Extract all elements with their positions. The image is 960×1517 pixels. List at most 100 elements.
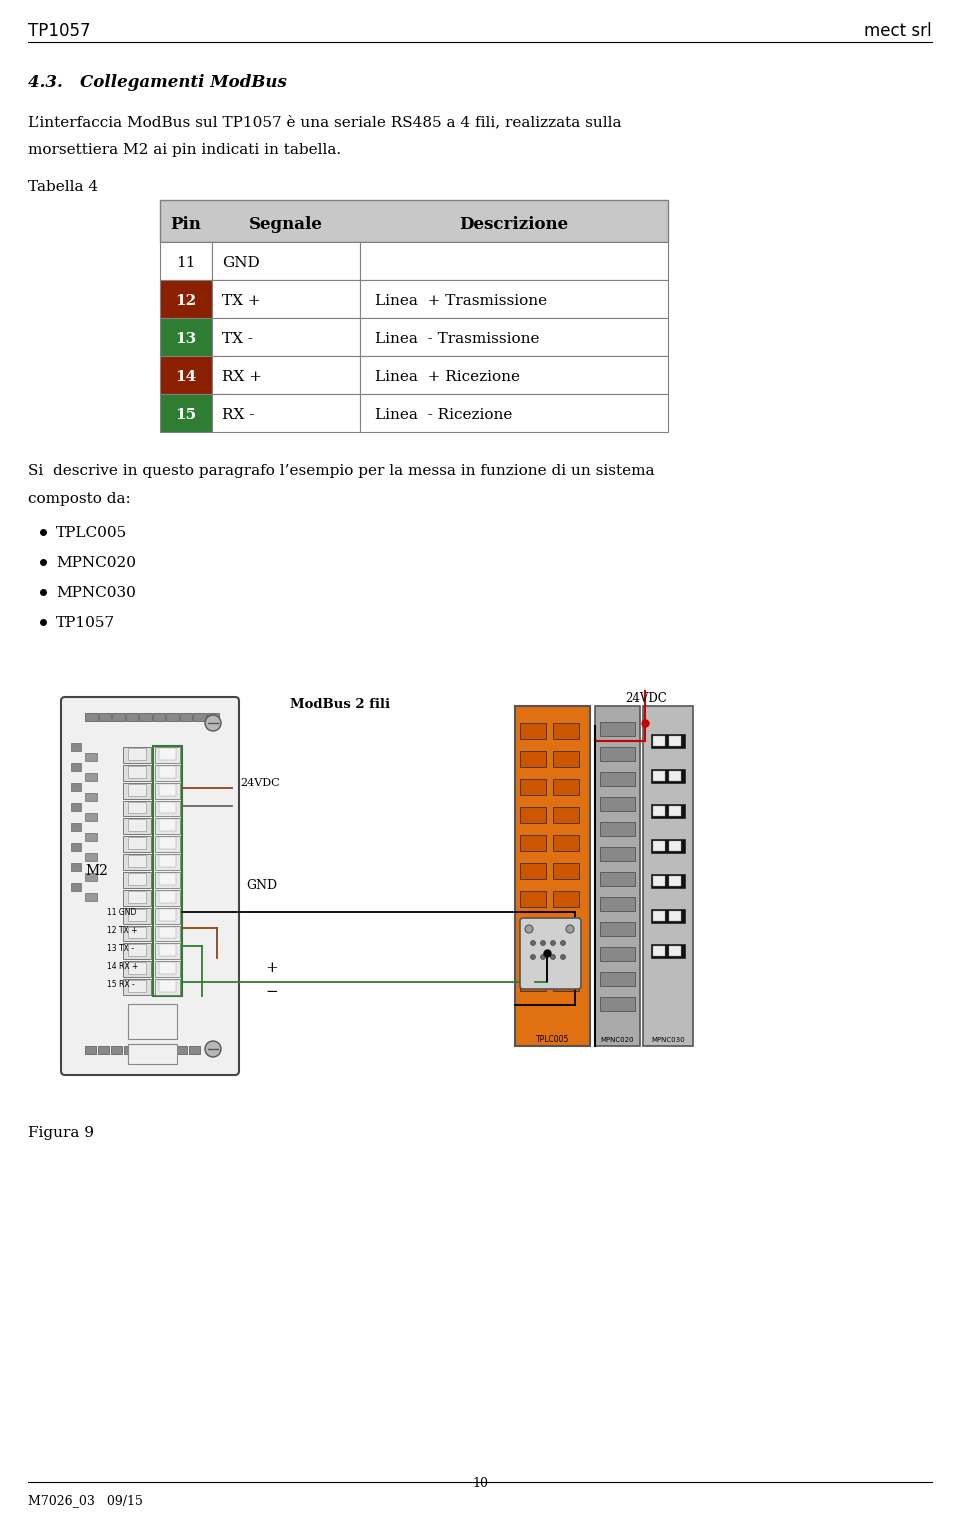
Bar [155,962,180,977]
Bar [71,743,81,751]
Bar [128,748,146,760]
Bar [553,890,579,907]
Bar [669,875,681,886]
Bar [653,947,665,956]
Bar [71,783,81,790]
Bar [124,1047,135,1054]
Text: MPNC030: MPNC030 [56,586,136,601]
Bar [669,912,681,921]
Bar [123,962,151,977]
Bar [71,824,81,831]
Bar [159,784,176,795]
Bar [128,856,146,868]
Bar [553,919,579,934]
Bar [123,783,151,798]
Bar [123,872,151,887]
Bar [160,200,668,243]
Text: 14 RX +: 14 RX + [107,962,138,971]
Text: MPNC030: MPNC030 [651,1038,684,1044]
Bar [123,907,151,924]
Bar [600,796,635,812]
Bar [520,863,546,878]
Bar [85,752,97,762]
Bar [553,863,579,878]
Bar [153,713,165,721]
Bar [553,751,579,768]
Bar [193,713,205,721]
Bar [180,713,192,721]
Text: TX -: TX - [222,332,253,346]
Bar [123,765,151,781]
Text: MPNC020: MPNC020 [601,1038,635,1044]
Text: TPLC005: TPLC005 [536,1036,569,1045]
Bar [600,822,635,836]
Text: 12: 12 [176,294,197,308]
FancyBboxPatch shape [61,696,239,1076]
Bar [553,834,579,851]
Circle shape [550,941,556,945]
Bar [128,837,146,850]
Text: RX +: RX + [222,370,262,384]
Bar [360,319,668,356]
Bar [553,807,579,824]
Bar [128,1044,177,1063]
Bar [123,801,151,816]
Bar [155,836,180,853]
Text: TX +: TX + [222,294,260,308]
Bar [159,909,176,921]
Bar [126,713,138,721]
Bar [600,872,635,886]
Bar [520,947,546,963]
Text: composto da:: composto da: [28,492,131,507]
Text: 4.3.   Collegamenti ModBus: 4.3. Collegamenti ModBus [28,74,287,91]
Bar [150,1047,161,1054]
Bar [85,793,97,801]
Bar [515,705,590,1047]
Text: M7026_03   09/15: M7026_03 09/15 [28,1494,143,1506]
Bar [600,746,635,762]
Bar [155,890,180,906]
Bar [520,975,546,991]
Bar [128,801,146,813]
Bar [176,1047,187,1054]
Bar [651,839,685,853]
Bar [653,875,665,886]
Bar [651,944,685,959]
Circle shape [561,954,565,959]
Text: Descrizione: Descrizione [460,215,568,232]
Bar [159,819,176,831]
Bar [163,1047,174,1054]
Circle shape [205,1041,221,1057]
Bar [159,890,176,903]
Bar [128,1004,177,1039]
Circle shape [566,925,574,933]
Text: M2: M2 [85,865,108,878]
Text: RX -: RX - [222,408,254,422]
Text: Pin: Pin [171,215,202,232]
Bar [71,863,81,871]
Bar [159,837,176,850]
Circle shape [550,954,556,959]
Bar [160,281,212,319]
Bar [651,909,685,922]
Text: +: + [266,960,278,975]
Bar [123,836,151,853]
Bar [155,819,180,834]
Bar [153,746,182,997]
Bar [643,705,693,1047]
Bar [651,874,685,887]
Bar [71,763,81,771]
Bar [85,894,97,901]
Bar [600,897,635,912]
Bar [206,713,219,721]
Bar [669,806,681,816]
Bar [123,854,151,871]
Bar [595,705,640,1047]
Bar [71,883,81,890]
Circle shape [531,954,536,959]
Bar [128,784,146,795]
Bar [128,927,146,939]
Text: ModBus 2 fili: ModBus 2 fili [290,698,390,710]
Circle shape [540,954,545,959]
Bar [360,243,668,281]
